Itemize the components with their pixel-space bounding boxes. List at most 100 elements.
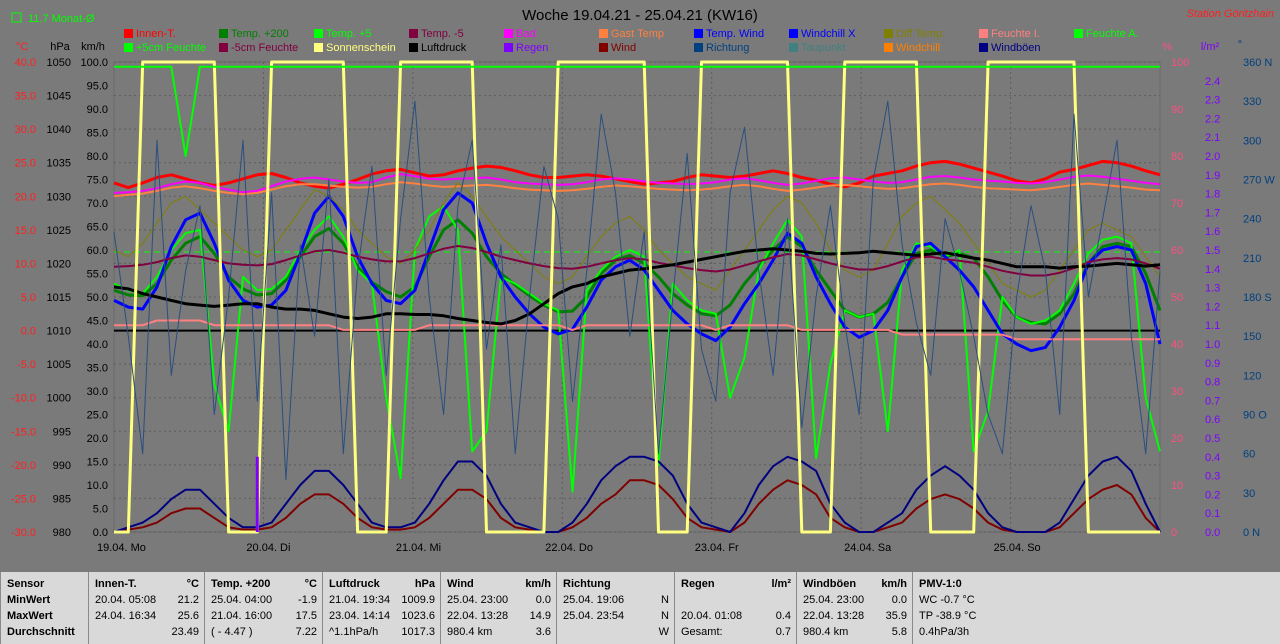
tick-rain: 1.1 <box>1205 320 1220 332</box>
legend-swatch-5cm-feuchte <box>219 43 228 52</box>
tick-temp: -5.0 <box>17 359 36 371</box>
tick-humidity: 40 <box>1171 339 1183 351</box>
summary-cell-when: 22.04. 13:28 <box>803 610 865 622</box>
tick-pressure: 980 <box>53 527 71 539</box>
tick-rain: 2.2 <box>1205 113 1220 125</box>
tick-direction: 180 S <box>1243 292 1272 304</box>
tick-pressure: 1010 <box>47 326 71 338</box>
summary-cell-value: 14.9 <box>529 610 551 622</box>
legend-swatch-luftdruck <box>409 43 418 52</box>
legend-swatch-diff-temp <box>884 29 893 38</box>
tick-wind: 45.0 <box>87 316 108 328</box>
tick-rain: 1.5 <box>1205 245 1220 257</box>
legend-swatch-gast-temp <box>599 29 608 38</box>
series-line-temp-5 <box>113 245 1161 277</box>
summary-cell-value: N <box>661 594 669 606</box>
summary-cell-when: 22.04. 13:28 <box>447 610 509 622</box>
summary-cell-when: 24.04. 16:34 <box>95 610 157 622</box>
legend-label-feuchte-a: Feuchte A. <box>1086 28 1139 40</box>
legend-swatch-wind <box>599 43 608 52</box>
legend-swatch-windb-en <box>979 43 988 52</box>
tick-temp: 20.0 <box>15 191 36 203</box>
tick-wind: 85.0 <box>87 128 108 140</box>
summary-cell-value: 1009.9 <box>401 594 435 606</box>
tick-direction: 270 W <box>1243 175 1275 187</box>
tick-rain: 0.1 <box>1205 508 1220 520</box>
summary-cell-value: W <box>658 626 669 638</box>
tick-rain: 1.8 <box>1205 189 1220 201</box>
series-line-wind <box>113 479 1161 533</box>
legend-swatch-innen-t <box>124 29 133 38</box>
legend-label-wind: Wind <box>611 42 636 54</box>
tick-temp: 10.0 <box>15 258 36 270</box>
summary-cell-when: 25.04. 23:00 <box>803 594 865 606</box>
summary-col-temp-200: Temp. +200 °C 25.04. 04:00 -1.9 21.04. 16:00… <box>204 572 323 644</box>
tick-pressure: 985 <box>53 493 71 505</box>
legend-swatch-temp-5 <box>314 29 323 38</box>
unit-wind: km/h <box>81 41 105 53</box>
tick-rain: 0.4 <box>1205 452 1220 464</box>
summary-col-luftdruck: Luftdruck hPa 21.04. 19:34 1009.9 23.04. 14:… <box>322 572 441 644</box>
tick-wind: 60.0 <box>87 245 108 257</box>
summary-cell-when: 23.04. 14:14 <box>329 610 391 622</box>
tick-wind: 35.0 <box>87 363 108 375</box>
summary-cell-value: 1017.3 <box>401 626 435 638</box>
tick-humidity: 70 <box>1171 198 1183 210</box>
tick-direction: 210 <box>1243 253 1261 265</box>
summary-unit: km/h <box>881 578 907 590</box>
tick-rain: 0.3 <box>1205 471 1220 483</box>
summary-cell-value: 7.22 <box>295 626 317 638</box>
tick-temp: 25.0 <box>15 158 36 170</box>
series-line-sonnenschein <box>114 60 1160 534</box>
tick-temp: -20.0 <box>11 460 36 472</box>
legend-swatch-sonnenschein <box>314 43 323 52</box>
tick-direction: 330 <box>1243 96 1261 108</box>
legend-swatch-temp-200 <box>219 29 228 38</box>
legend-label-feuchte-i: Feuchte I. <box>991 28 1040 40</box>
tick-pressure: 1045 <box>47 91 71 103</box>
summary-col-windb-en: Windböen km/h 25.04. 23:00 0.0 22.04. 13:28 3… <box>796 572 913 644</box>
legend-swatch-temp-wind <box>694 29 703 38</box>
tick-wind: 40.0 <box>87 339 108 351</box>
legend-swatch-regen <box>504 43 513 52</box>
chart-title: Woche 19.04.21 - 25.04.21 (KW16) <box>522 7 758 24</box>
tick-wind: 0.0 <box>93 527 108 539</box>
series-wind <box>113 479 1161 533</box>
summary-cell-when: TP -38.9 °C <box>919 610 977 622</box>
summary-unit: °C <box>186 578 199 590</box>
tick-humidity: 30 <box>1171 386 1183 398</box>
tick-rain: 2.0 <box>1205 151 1220 163</box>
tick-rain: 0.9 <box>1205 358 1220 370</box>
tick-wind: 90.0 <box>87 104 108 116</box>
unit-pressure: hPa <box>50 41 70 53</box>
series-sonnenschein <box>114 60 1160 534</box>
series-line-luftdruck <box>113 247 1161 326</box>
series-line-windb-en <box>113 455 1161 533</box>
tick-pressure: 1035 <box>47 158 71 170</box>
tick-rain: 1.3 <box>1205 283 1220 295</box>
legend-label-temp-5: Temp. -5 <box>421 28 464 40</box>
summary-col-sensor: Sensor MinWert MaxWert Durchschnitt <box>0 572 89 644</box>
summary-cell-value: 17.5 <box>295 610 317 622</box>
summary-header: Innen-T. <box>95 578 137 590</box>
unit-direction: ° <box>1238 39 1242 51</box>
tick-direction: 60 <box>1243 449 1255 461</box>
monthly-avg-marker <box>11 12 22 23</box>
tick-direction: 90 O <box>1243 410 1267 422</box>
tick-humidity: 80 <box>1171 151 1183 163</box>
tick-direction: 30 <box>1243 488 1255 500</box>
tick-humidity: 50 <box>1171 292 1183 304</box>
tick-wind: 10.0 <box>87 480 108 492</box>
summary-cell-when: 0.4hPa/3h <box>919 626 970 638</box>
legend-label-5cm-feuchte: +5cm Feuchte <box>136 42 206 54</box>
summary-col-pmv-1-0: PMV-1:0 WC -0.7 °C TP -38.9 °C 0.4hPa/3h <box>912 572 1023 644</box>
tick-rain: 1.6 <box>1205 226 1220 238</box>
unit-labels: °C hPa km/h % l/m² ° <box>16 39 1242 53</box>
summary-cell-value: 25.6 <box>177 610 199 622</box>
legend-label-innen-t: Innen-T. <box>136 28 176 40</box>
tick-wind: 95.0 <box>87 81 108 93</box>
day-label: 25.04. So <box>994 542 1041 554</box>
tick-pressure: 1000 <box>47 393 71 405</box>
summary-header: Windböen <box>803 578 857 590</box>
tick-rain: 0.5 <box>1205 433 1220 445</box>
